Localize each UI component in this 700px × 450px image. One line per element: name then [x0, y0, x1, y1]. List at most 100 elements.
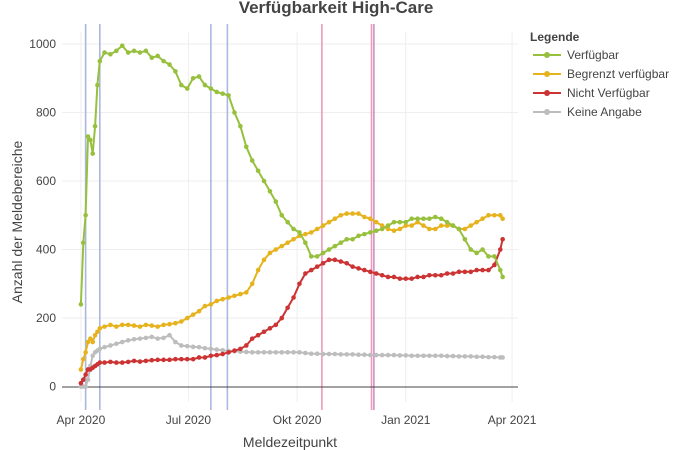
data-point: [114, 341, 119, 347]
data-point: [143, 322, 149, 328]
data-point: [83, 384, 88, 389]
data-point: [190, 312, 196, 317]
data-point: [338, 240, 344, 245]
data-point: [131, 358, 137, 364]
series-line: [79, 212, 504, 370]
data-point: [226, 350, 231, 355]
data-point: [179, 356, 184, 362]
data-point: [308, 267, 314, 273]
legend-marker: [544, 71, 550, 77]
data-point: [409, 216, 414, 222]
data-point: [97, 326, 103, 331]
data-point: [226, 93, 231, 98]
data-point: [108, 359, 113, 365]
data-point: [125, 359, 131, 365]
data-point: [78, 380, 84, 386]
data-point: [83, 372, 88, 377]
data-point: [338, 352, 344, 357]
data-point: [421, 274, 426, 280]
data-point: [468, 223, 474, 228]
data-point: [255, 267, 261, 273]
data-point: [474, 250, 479, 256]
data-point: [102, 360, 107, 365]
data-point: [267, 350, 273, 355]
data-point: [167, 62, 172, 67]
data-point: [273, 350, 279, 355]
data-point: [249, 281, 255, 287]
data-point: [220, 351, 225, 357]
data-point: [108, 51, 113, 57]
data-point: [450, 223, 456, 228]
data-point: [137, 359, 143, 364]
data-point: [379, 223, 385, 228]
data-point: [149, 334, 155, 340]
data-point: [486, 267, 491, 273]
data-point: [261, 178, 267, 184]
data-point: [433, 226, 438, 232]
data-point: [243, 144, 249, 150]
data-point: [179, 319, 184, 324]
data-point: [279, 212, 285, 218]
data-point: [427, 353, 432, 359]
data-point: [279, 350, 285, 355]
legend-marker: [544, 109, 550, 115]
data-point: [232, 293, 237, 299]
data-point: [214, 298, 220, 304]
data-point: [468, 269, 474, 275]
data-point: [385, 226, 391, 232]
data-point: [97, 360, 103, 365]
data-point: [326, 257, 332, 263]
data-point: [356, 352, 361, 358]
data-point: [190, 344, 196, 350]
data-point: [161, 58, 166, 64]
data-point: [137, 336, 143, 341]
data-point: [202, 82, 208, 88]
data-point: [267, 250, 273, 256]
data-point: [208, 346, 214, 352]
data-point: [297, 350, 302, 355]
data-point: [173, 339, 178, 345]
data-point: [173, 320, 178, 326]
data-point: [149, 357, 155, 363]
data-point: [462, 269, 468, 275]
data-point: [438, 353, 444, 359]
x-tick-label: Okt 2020: [273, 413, 322, 427]
data-point: [332, 243, 338, 249]
data-point: [255, 350, 261, 355]
data-point: [291, 236, 296, 242]
data-point: [114, 48, 119, 54]
data-point: [403, 223, 409, 228]
data-point: [238, 346, 243, 352]
data-point: [500, 236, 505, 242]
data-point: [468, 247, 474, 252]
data-point: [80, 240, 86, 245]
data-point: [95, 82, 100, 88]
x-axis-title: Meldezeitpunkt: [243, 434, 337, 450]
data-point: [85, 134, 91, 139]
data-point: [338, 259, 344, 264]
series-line: [79, 44, 504, 305]
data-point: [350, 211, 355, 216]
data-point: [397, 219, 403, 225]
legend-marker: [544, 52, 550, 58]
data-point: [196, 355, 202, 360]
data-point: [273, 247, 279, 252]
data-point: [92, 123, 98, 129]
data-point: [350, 264, 355, 269]
data-point: [238, 123, 243, 129]
data-point: [326, 351, 332, 357]
legend-label: Begrenzt verfügbar: [567, 67, 669, 81]
data-point: [368, 269, 373, 275]
data-point: [131, 48, 137, 54]
data-point: [119, 322, 125, 328]
data-point: [379, 352, 385, 358]
data-point: [155, 324, 160, 329]
data-point: [308, 254, 314, 259]
data-point: [249, 350, 255, 355]
data-point: [249, 158, 255, 163]
x-tick-label: Apr 2020: [57, 413, 106, 427]
legend: Legende Verfügbar Begrenzt verfügbar Nicht…: [530, 30, 669, 119]
data-point: [97, 346, 103, 352]
data-point: [155, 336, 160, 341]
data-point: [125, 338, 131, 343]
